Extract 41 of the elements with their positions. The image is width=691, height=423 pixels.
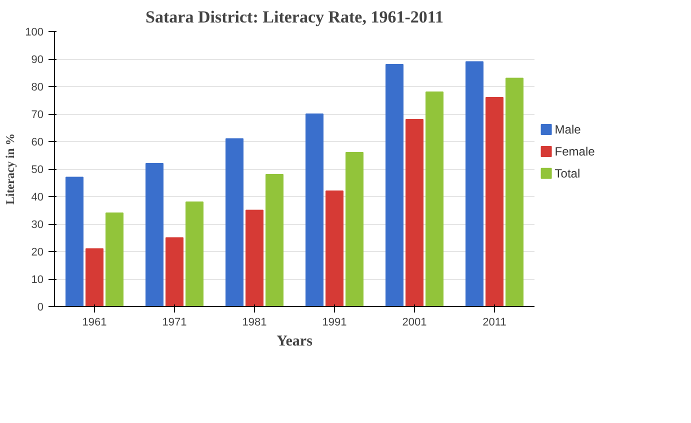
bar — [186, 202, 204, 306]
bar — [326, 190, 344, 306]
y-axis-title: Literacy in % — [3, 133, 18, 205]
y-tick-label: 40 — [31, 192, 44, 204]
y-tick-label: 80 — [31, 82, 44, 94]
y-tick-label: 50 — [31, 164, 44, 176]
x-axis-title: Years — [276, 334, 313, 350]
y-tick-label: 90 — [31, 54, 44, 66]
x-tick-label: 2011 — [482, 316, 506, 328]
legend-label: Total — [554, 166, 580, 180]
chart-title: Satara District: Literacy Rate, 1961-2011 — [146, 8, 444, 26]
y-tick-label: 30 — [31, 219, 44, 231]
bar — [506, 78, 524, 306]
y-tick-label: 10 — [31, 274, 44, 286]
legend-label: Female — [554, 144, 596, 158]
x-tick-label: 1981 — [242, 316, 267, 328]
bar — [66, 176, 84, 306]
bar — [426, 92, 444, 306]
x-tick-label: 1991 — [322, 316, 347, 328]
y-tick-label: 70 — [31, 109, 44, 121]
y-tick-label: 20 — [31, 246, 44, 258]
y-tick-label: 100 — [25, 26, 44, 38]
bar — [486, 97, 504, 306]
bar — [86, 248, 104, 306]
bar — [266, 174, 284, 306]
x-tick-label: 1961 — [82, 316, 107, 328]
bar — [166, 237, 184, 306]
bar — [306, 114, 324, 306]
bar — [346, 152, 364, 306]
x-tick-label: 2001 — [402, 316, 427, 328]
bar — [146, 163, 164, 306]
bar — [226, 138, 244, 306]
bar — [406, 119, 424, 306]
legend-label: Male — [554, 122, 582, 137]
bar — [386, 64, 404, 306]
bar — [466, 61, 484, 306]
y-tick-label: 0 — [37, 302, 44, 314]
bar — [246, 210, 264, 306]
bar — [106, 212, 124, 306]
y-tick-label: 60 — [31, 136, 44, 148]
x-tick-label: 1971 — [162, 316, 187, 328]
